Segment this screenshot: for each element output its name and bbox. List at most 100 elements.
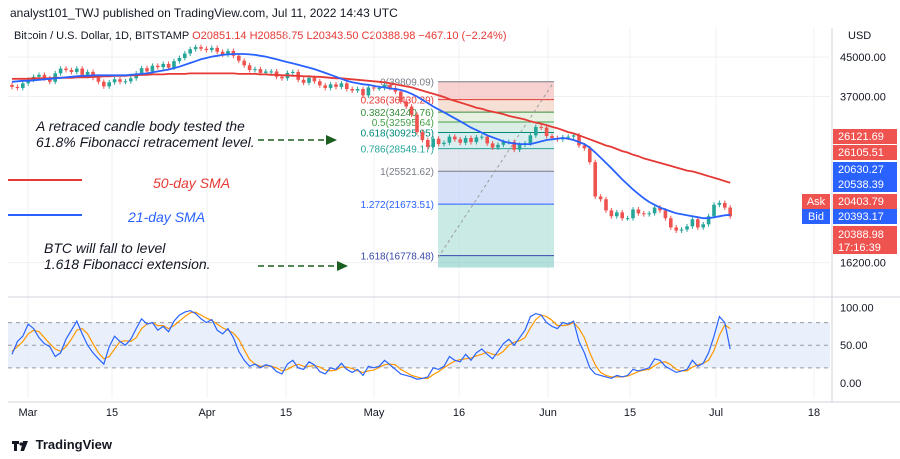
candle-body <box>426 140 430 147</box>
candle-body <box>291 71 295 73</box>
candle-body <box>258 69 263 73</box>
candlesticks <box>10 44 732 233</box>
candle-body <box>226 50 230 55</box>
candle-body <box>636 209 641 214</box>
time-tick-label: 18 <box>808 407 820 419</box>
candle-body <box>96 77 101 82</box>
candle-body <box>669 218 673 228</box>
tradingview-logo-icon <box>12 440 28 451</box>
candle-body <box>712 204 716 217</box>
candle-body <box>350 88 354 91</box>
candle-body <box>312 77 317 82</box>
candle-body <box>652 207 657 214</box>
candle-body <box>679 229 684 231</box>
fib-zone <box>438 112 554 122</box>
price-label-value: 26121.69 <box>838 131 884 143</box>
candle-body <box>112 79 117 83</box>
candle-body <box>442 142 446 145</box>
stoch-tick-label: 100.00 <box>840 303 874 315</box>
candle-body <box>48 78 52 82</box>
candle-body <box>604 199 608 211</box>
candle-body <box>474 137 479 143</box>
time-tick-label: 15 <box>280 407 292 419</box>
candle-body <box>253 69 257 71</box>
candle-body <box>404 101 408 107</box>
candle-body <box>588 148 592 163</box>
retrace-annotation-line1: A retraced candle body tested the <box>35 118 245 134</box>
candle-body <box>10 84 14 87</box>
fib-level-label: 0.618(30925.95) <box>361 129 434 140</box>
fibonacci-retracement: 0(39809.09) 0.236(36430.29)0.382(34240.76… <box>361 78 555 268</box>
fib-level-label: 0.5(32595.64) <box>372 118 434 129</box>
candle-body <box>85 71 90 75</box>
time-tick-label: May <box>364 407 385 419</box>
candle-body <box>301 79 306 83</box>
time-tick-label: Jul <box>709 407 723 419</box>
forecast-arrow-head <box>337 261 348 271</box>
candle-body <box>539 126 543 128</box>
candle-body <box>447 136 452 143</box>
candle-body <box>593 162 597 197</box>
currency-label: USD <box>848 30 872 42</box>
candle-body <box>123 81 128 83</box>
price-label-value: 20403.79 <box>838 196 884 208</box>
axes: 45000.00 37000.00 16200.00 100.00 50.00 0.00 M… <box>19 52 886 419</box>
candle-body <box>215 47 219 52</box>
time-tick-label: 15 <box>106 407 118 419</box>
candle-body <box>15 86 20 88</box>
candle-body <box>269 71 273 73</box>
price-label-value: 20393.17 <box>838 211 884 223</box>
candle-body <box>717 202 722 205</box>
fib-zone <box>438 121 554 133</box>
time-tick-label: Jun <box>539 407 557 419</box>
candle-body <box>409 106 414 115</box>
candle-body <box>199 47 203 49</box>
forecast-annotation-line1: BTC will fall to level <box>44 240 166 256</box>
candle-body <box>64 68 68 71</box>
candle-body <box>339 83 344 87</box>
candle-body <box>37 74 41 77</box>
candle-body <box>323 85 327 88</box>
price-label-box <box>833 145 897 160</box>
candle-body <box>21 83 25 88</box>
stoch-tick-label: 0.00 <box>840 378 861 390</box>
candle-body <box>598 196 603 200</box>
price-label-value: 20538.39 <box>838 179 884 191</box>
candle-body <box>58 68 63 74</box>
candle-body <box>177 57 182 62</box>
quote-tag <box>802 194 830 209</box>
candle-body <box>685 226 689 230</box>
candle-body <box>42 74 47 79</box>
candle-body <box>102 81 106 87</box>
fib-level-label: 0.236(36430.29) <box>361 96 434 107</box>
price-labels: 26121.69 26105.51 20630.27 20538.39 Ask 20403… <box>802 129 897 254</box>
forecast-annotation-line2: 1.618 Fibonacci extension. <box>44 256 211 272</box>
candle-body <box>334 84 338 87</box>
candle-body <box>242 60 246 66</box>
candle-body <box>696 219 700 228</box>
candle-body <box>609 210 614 217</box>
candle-body <box>193 47 198 50</box>
candle-body <box>172 61 176 68</box>
candle-body <box>237 55 241 61</box>
candle-body <box>145 68 149 72</box>
candle-body <box>550 135 554 138</box>
candle-body <box>345 83 349 89</box>
candle-body <box>69 70 74 72</box>
candle-body <box>220 51 225 55</box>
candle-body <box>577 135 581 146</box>
candle-body <box>490 143 495 148</box>
fib-level-label: 0.786(28549.17) <box>361 145 434 156</box>
candle-body <box>328 84 333 88</box>
fib-zone <box>438 81 554 100</box>
candle-body <box>690 219 695 227</box>
price-label-box <box>833 162 897 177</box>
candle-body <box>463 137 468 143</box>
candle-body <box>517 144 522 150</box>
sma21-line <box>11 53 731 220</box>
ohlc-values: O20851.14 H20858.75 L20343.50 C20388.98 … <box>192 30 507 42</box>
candle-body <box>139 68 144 74</box>
candle-body <box>247 65 252 71</box>
quote-tag-label: Bid <box>808 211 824 223</box>
